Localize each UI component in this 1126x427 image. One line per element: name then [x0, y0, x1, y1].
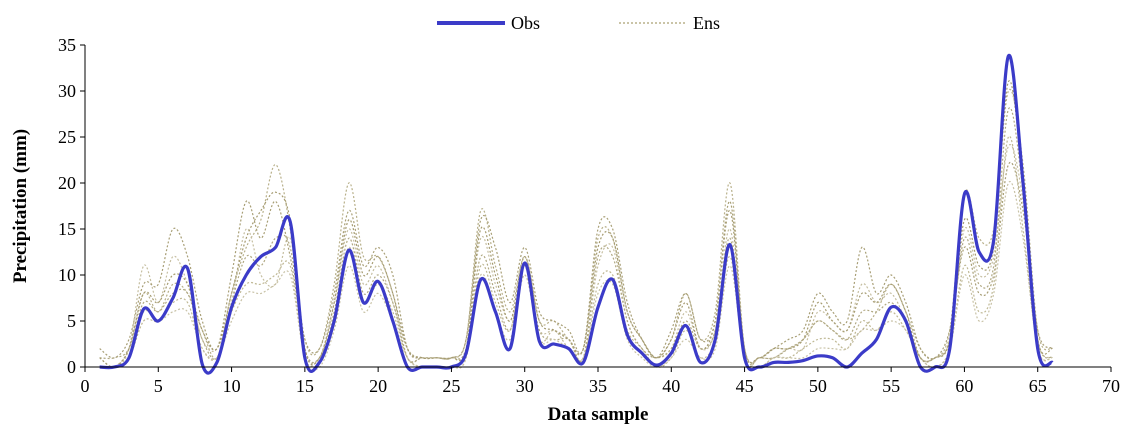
y-tick-label: 30 — [58, 81, 76, 101]
x-tick-label: 25 — [442, 376, 460, 396]
x-ticks: 0 5 10 15 20 25 30 35 40 45 50 55 60 65 70 — [81, 367, 1120, 396]
y-tick-label: 35 — [58, 35, 76, 55]
x-tick-label: 10 — [223, 376, 241, 396]
plot-area — [99, 53, 1054, 375]
obs-series-line — [99, 53, 1054, 375]
x-axis-title: Data sample — [548, 404, 649, 425]
x-tick-label: 0 — [81, 376, 90, 396]
x-tick-label: 40 — [662, 376, 680, 396]
y-tick-label: 10 — [58, 265, 76, 285]
y-ticks: 0 5 10 15 20 25 30 35 — [58, 35, 85, 377]
x-tick-label: 60 — [955, 376, 973, 396]
y-tick-label: 0 — [67, 357, 76, 377]
axes: 0 5 10 15 20 25 30 35 40 45 50 55 60 65 70 0 5 10 15 20 25 3… — [58, 35, 1120, 396]
y-tick-label: 15 — [58, 219, 76, 239]
x-tick-label: 45 — [736, 376, 754, 396]
x-tick-label: 20 — [369, 376, 387, 396]
x-tick-label: 65 — [1029, 376, 1047, 396]
legend: Obs Ens — [437, 13, 720, 33]
x-tick-label: 5 — [154, 376, 163, 396]
x-tick-label: 35 — [589, 376, 607, 396]
x-tick-label: 30 — [516, 376, 534, 396]
y-tick-label: 20 — [58, 173, 76, 193]
x-tick-label: 15 — [296, 376, 314, 396]
legend-ens-label: Ens — [693, 13, 720, 33]
ens-member-line — [99, 180, 1053, 371]
x-tick-label: 50 — [809, 376, 827, 396]
y-tick-label: 25 — [58, 127, 76, 147]
ens-member-line — [99, 80, 1053, 368]
x-tick-label: 70 — [1102, 376, 1120, 396]
y-tick-label: 5 — [67, 311, 76, 331]
x-tick-label: 55 — [882, 376, 900, 396]
y-axis-title: Precipitation (mm) — [10, 129, 31, 283]
legend-obs-label: Obs — [511, 13, 540, 33]
